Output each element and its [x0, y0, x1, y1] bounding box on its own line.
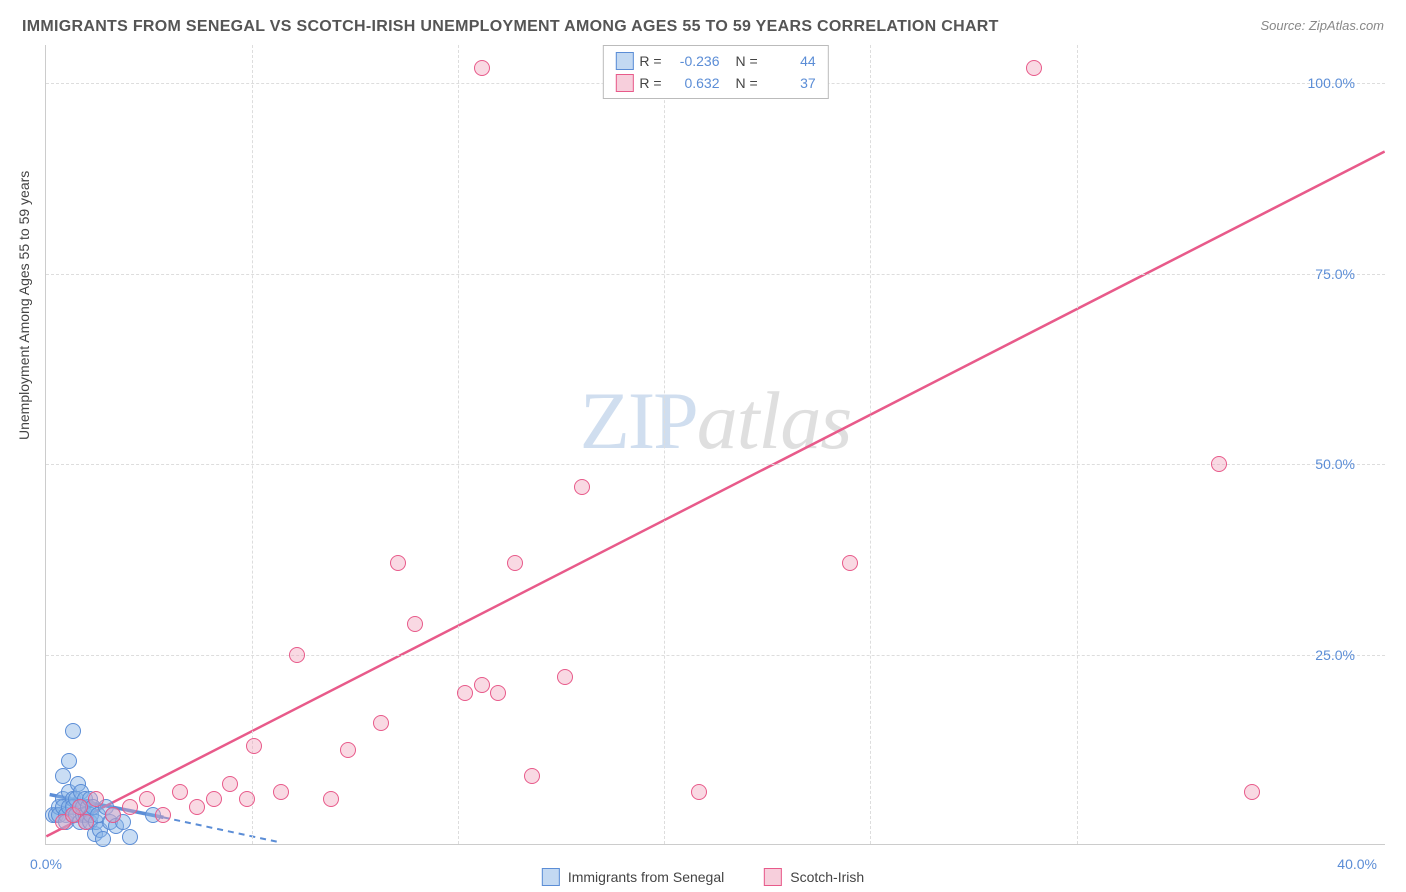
gridline-v — [870, 45, 871, 844]
scatter-point — [155, 807, 171, 823]
gridline-v — [1077, 45, 1078, 844]
legend-series: Immigrants from Senegal Scotch-Irish — [542, 868, 864, 886]
gridline-h — [46, 274, 1385, 275]
scatter-point — [139, 791, 155, 807]
ytick-label: 100.0% — [1308, 75, 1355, 91]
xaxis-max-label: 40.0% — [1337, 856, 1377, 872]
ytick-label: 50.0% — [1315, 456, 1355, 472]
scatter-point — [206, 791, 222, 807]
gridline-v — [458, 45, 459, 844]
trend-line — [46, 152, 1384, 837]
scatter-point — [691, 784, 707, 800]
plot-area: ZIPatlas R =-0.236N =44R =0.632N =37 40.… — [45, 45, 1385, 845]
scatter-point — [65, 723, 81, 739]
chart-title: IMMIGRANTS FROM SENEGAL VS SCOTCH-IRISH … — [22, 18, 999, 36]
scatter-point — [1211, 456, 1227, 472]
legend-swatch — [615, 74, 633, 92]
legend-series-label: Scotch-Irish — [790, 869, 864, 885]
gridline-v — [664, 45, 665, 844]
scatter-point — [189, 799, 205, 815]
legend-r-value: 0.632 — [668, 75, 720, 91]
scatter-point — [457, 685, 473, 701]
scatter-point — [323, 791, 339, 807]
gridline-v — [252, 45, 253, 844]
scatter-point — [574, 479, 590, 495]
scatter-point — [474, 60, 490, 76]
scatter-point — [289, 647, 305, 663]
scatter-point — [122, 829, 138, 845]
scatter-point — [172, 784, 188, 800]
legend-swatch — [764, 868, 782, 886]
legend-r-label: R = — [639, 53, 661, 69]
trend-lines-layer — [46, 45, 1385, 844]
scatter-point — [246, 738, 262, 754]
scatter-point — [122, 799, 138, 815]
legend-stats-row: R = 0.632 N = 37 — [615, 72, 815, 94]
legend-n-label: N = — [736, 53, 758, 69]
scatter-point — [340, 742, 356, 758]
legend-series-label: Immigrants from Senegal — [568, 869, 724, 885]
legend-swatch — [615, 52, 633, 70]
scatter-point — [507, 555, 523, 571]
scatter-point — [78, 814, 94, 830]
gridline-h — [46, 464, 1385, 465]
trend-line-ext — [163, 817, 280, 842]
xtick-label: 0.0% — [30, 856, 62, 872]
scatter-point — [407, 616, 423, 632]
scatter-point — [88, 791, 104, 807]
scatter-point — [61, 753, 77, 769]
scatter-point — [524, 768, 540, 784]
scatter-point — [222, 776, 238, 792]
legend-swatch — [542, 868, 560, 886]
scatter-point — [239, 791, 255, 807]
legend-n-value: 44 — [764, 53, 816, 69]
legend-n-label: N = — [736, 75, 758, 91]
scatter-point — [55, 768, 71, 784]
ytick-label: 25.0% — [1315, 647, 1355, 663]
source-label: Source: ZipAtlas.com — [1260, 18, 1384, 33]
scatter-point — [474, 677, 490, 693]
scatter-point — [490, 685, 506, 701]
legend-stats-row: R = -0.236 N = 44 — [615, 50, 815, 72]
legend-series-item: Scotch-Irish — [764, 868, 864, 886]
scatter-point — [273, 784, 289, 800]
legend-n-value: 37 — [764, 75, 816, 91]
scatter-point — [1244, 784, 1260, 800]
legend-stats: R = -0.236 N = 44 R = 0.632 N = 37 — [602, 45, 828, 99]
scatter-point — [72, 799, 88, 815]
gridline-h — [46, 655, 1385, 656]
watermark: ZIPatlas — [580, 374, 851, 468]
scatter-point — [390, 555, 406, 571]
legend-series-item: Immigrants from Senegal — [542, 868, 724, 886]
yaxis-title: Unemployment Among Ages 55 to 59 years — [16, 171, 32, 440]
ytick-label: 75.0% — [1315, 266, 1355, 282]
watermark-atlas: atlas — [697, 375, 851, 466]
scatter-point — [105, 807, 121, 823]
scatter-point — [95, 831, 111, 847]
legend-r-value: -0.236 — [668, 53, 720, 69]
watermark-zip: ZIP — [580, 375, 697, 466]
legend-r-label: R = — [639, 75, 661, 91]
scatter-point — [557, 669, 573, 685]
scatter-point — [373, 715, 389, 731]
scatter-point — [1026, 60, 1042, 76]
scatter-point — [842, 555, 858, 571]
